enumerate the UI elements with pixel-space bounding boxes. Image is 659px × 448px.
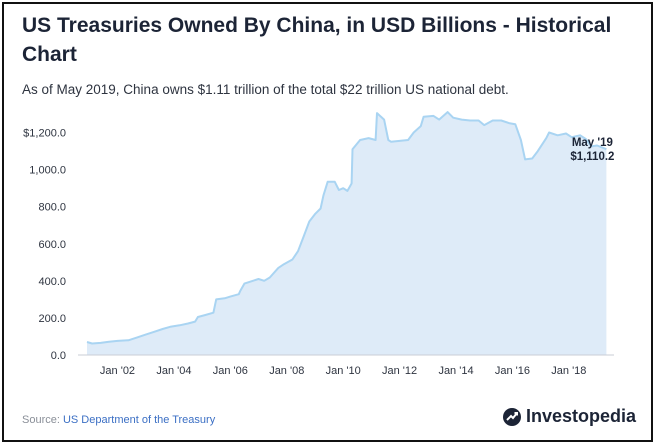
chart-title: US Treasuries Owned By China, in USD Bil… [22, 14, 612, 66]
investopedia-logo: Investopedia [502, 406, 636, 427]
series-area [87, 112, 607, 355]
source-note: Source: US Department of the Treasury [22, 414, 215, 426]
y-tick-label: 1,000.0 [29, 165, 66, 177]
brand-name: Investopedia [526, 406, 637, 426]
x-tick-label: Jan '18 [551, 365, 586, 377]
source-link[interactable]: US Department of the Treasury [62, 414, 216, 426]
y-tick-label: 600.0 [38, 239, 66, 251]
x-tick-label: Jan '16 [495, 365, 530, 377]
y-tick-label: 200.0 [38, 313, 66, 325]
source-prefix: Source: [22, 414, 63, 426]
x-tick-label: Jan '12 [382, 365, 417, 377]
x-tick-label: Jan '10 [326, 365, 361, 377]
chart-subtitle: As of May 2019, China owns $1.11 trillio… [22, 82, 509, 97]
annotation-date-label: May '19 [572, 137, 613, 149]
chart-frame: US Treasuries Owned By China, in USD Bil… [2, 2, 653, 442]
x-tick-label: Jan '08 [269, 365, 304, 377]
y-tick-label: 800.0 [38, 202, 66, 214]
x-tick-label: Jan '04 [156, 365, 191, 377]
series-line [86, 111, 607, 345]
y-tick-label: $1,200.0 [23, 128, 66, 140]
area-chart: 0.0 200.0 400.0 600.0 800.0 1,000.0 $1,200.0 Ja… [23, 111, 614, 377]
investopedia-logo-icon [503, 407, 521, 426]
y-tick-label: 400.0 [38, 276, 66, 288]
y-tick-label: 0.0 [51, 350, 66, 362]
x-tick-label: Jan '14 [438, 365, 473, 377]
annotation-value-label: $1,110.2 [570, 151, 614, 163]
x-tick-label: Jan '06 [213, 365, 248, 377]
x-tick-label: Jan '02 [100, 365, 135, 377]
